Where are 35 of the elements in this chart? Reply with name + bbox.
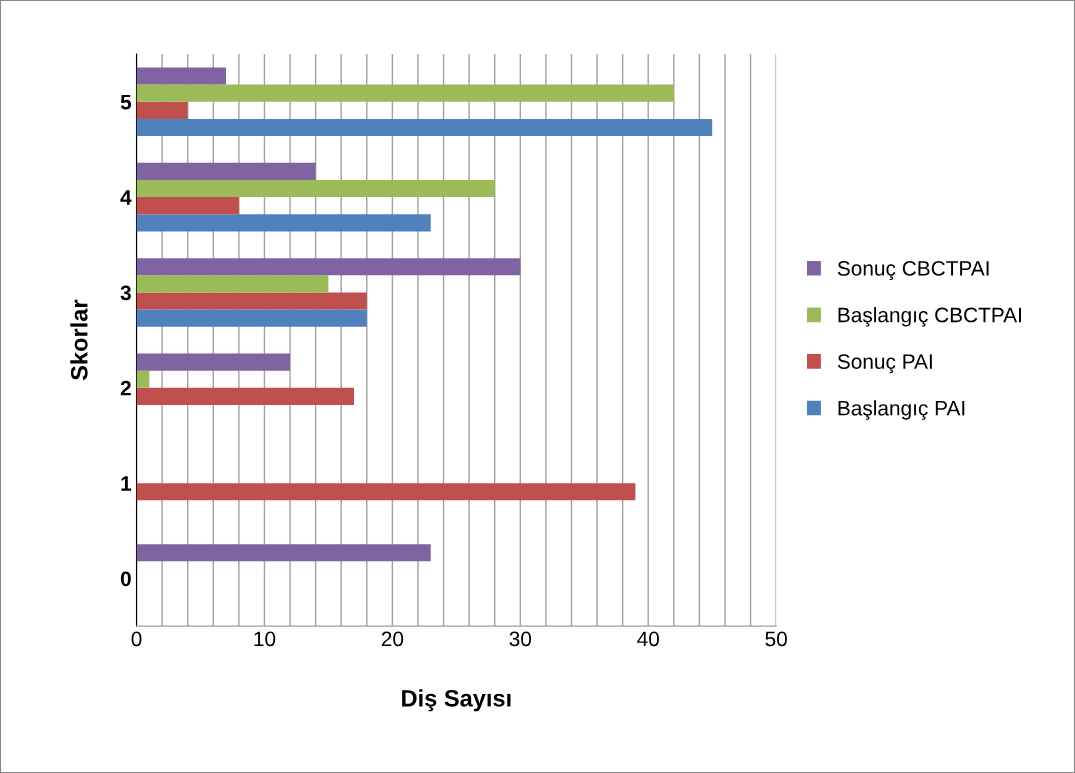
bar — [136, 387, 354, 405]
bar — [136, 214, 431, 232]
x-tick-label: 40 — [637, 631, 659, 647]
bar — [136, 292, 367, 310]
y-axis-title: Skorlar — [70, 299, 88, 381]
bar — [136, 544, 431, 562]
y-tick-label: 5 — [120, 94, 132, 110]
x-tick-label: 20 — [381, 631, 404, 647]
bar — [136, 67, 227, 85]
x-tick-label: 50 — [765, 631, 787, 647]
x-tick-label: 30 — [509, 631, 532, 647]
bar — [136, 275, 329, 293]
bar — [136, 353, 291, 371]
x-tick-label: 0 — [131, 631, 142, 647]
y-tick-label: 4 — [120, 190, 132, 205]
y-tick-label: 3 — [120, 285, 131, 301]
bar — [136, 84, 674, 102]
bar — [136, 483, 636, 501]
legend-label: Sonuç PAI — [837, 354, 932, 374]
bar — [136, 370, 150, 388]
bar — [136, 258, 521, 276]
y-tick-label: 2 — [120, 380, 131, 396]
bar — [136, 309, 367, 327]
legend-label: Başlangıç CBCTPAI — [838, 307, 1021, 327]
y-tick-label: 1 — [121, 476, 132, 491]
bar — [136, 162, 316, 180]
x-tick-label: 10 — [254, 631, 276, 647]
legend-label: Başlangıç PAI — [838, 400, 965, 420]
bar — [136, 118, 713, 137]
bar — [136, 101, 188, 119]
bar — [136, 197, 239, 215]
bar — [136, 179, 495, 198]
y-tick-label: 0 — [120, 571, 131, 587]
legend-label: Sonuç CBCTPAI — [837, 261, 989, 280]
x-axis-title: Diş Sayısı — [402, 689, 511, 712]
